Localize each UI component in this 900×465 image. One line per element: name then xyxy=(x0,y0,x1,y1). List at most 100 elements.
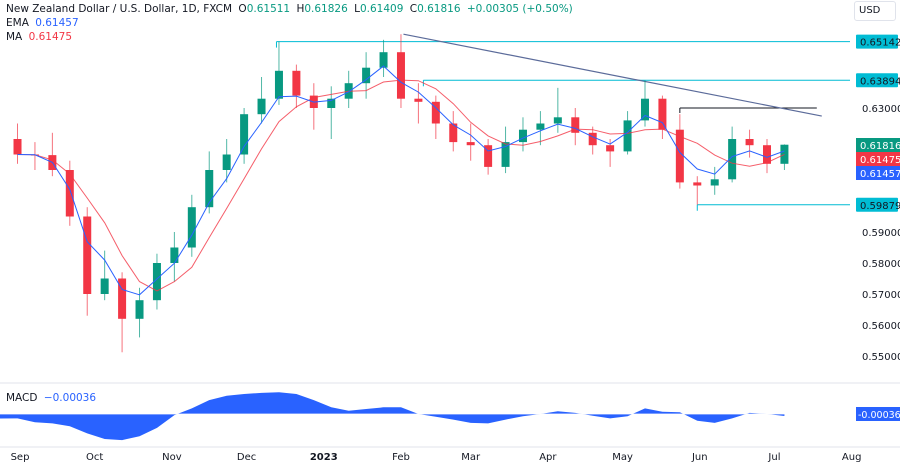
open-value: 0.61511 xyxy=(246,3,291,15)
candle xyxy=(118,272,127,353)
candle-body xyxy=(693,182,702,186)
candle-body xyxy=(414,98,423,102)
candle-body xyxy=(675,129,684,183)
symbol-legend: New Zealand Dollar / U.S. Dollar, 1D, FX… xyxy=(6,3,573,15)
candle-body xyxy=(100,278,109,294)
price-tick-label: 0.58000 xyxy=(862,259,900,270)
time-tick-label: Feb xyxy=(392,452,410,463)
candle-body xyxy=(327,98,336,108)
candle xyxy=(100,250,109,301)
candle-body xyxy=(240,114,249,155)
macd-value: −0.00036 xyxy=(43,392,97,404)
currency-selector[interactable]: USD xyxy=(854,1,896,21)
candle-body xyxy=(274,70,283,99)
candle-body xyxy=(362,67,371,84)
candle xyxy=(501,126,510,174)
level-price-tag xyxy=(856,197,898,212)
ema-line xyxy=(17,65,785,296)
candle xyxy=(693,176,702,205)
candle-body xyxy=(606,145,615,152)
candle xyxy=(362,52,371,99)
time-tick-label: Mar xyxy=(461,452,481,463)
candle-body xyxy=(466,142,475,146)
candle xyxy=(65,160,74,226)
level-price-tag xyxy=(856,34,898,49)
time-tick-label: Apr xyxy=(539,452,557,463)
current-price-label: 0.61816 xyxy=(860,141,900,152)
candle xyxy=(780,144,789,170)
time-tick-label: Nov xyxy=(162,452,182,463)
macd-area xyxy=(0,392,785,441)
candle xyxy=(222,139,231,183)
macd-tag-label: -0.00036 xyxy=(858,410,900,421)
candle xyxy=(135,287,144,338)
candle-body xyxy=(152,263,161,301)
candle xyxy=(152,253,161,310)
current-price-tag xyxy=(856,152,900,166)
time-tick-label: Jul xyxy=(767,452,780,463)
candle xyxy=(745,129,754,158)
candle xyxy=(379,39,388,77)
candle xyxy=(274,41,283,105)
current-price-tag xyxy=(856,166,900,180)
candle-body xyxy=(484,145,493,167)
candle-body xyxy=(536,123,545,130)
candle-body xyxy=(187,207,196,248)
candle-body xyxy=(658,98,667,130)
trendline xyxy=(403,33,822,117)
candle xyxy=(553,87,562,133)
candle-body xyxy=(623,120,632,152)
candle xyxy=(536,111,545,146)
price-tick-label: 0.59000 xyxy=(862,228,900,239)
price-tick-label: 0.56000 xyxy=(862,321,900,332)
candle xyxy=(728,126,737,183)
time-tick-label: Jun xyxy=(691,452,708,463)
candle xyxy=(205,151,214,214)
time-tick-label: 2023 xyxy=(310,452,338,463)
candle-body xyxy=(588,132,597,146)
candle xyxy=(484,139,493,175)
candle xyxy=(396,34,405,108)
ma-label: MA xyxy=(6,31,23,43)
candle-body xyxy=(13,139,22,155)
ema-label: EMA xyxy=(6,17,29,29)
ema-legend[interactable]: EMA 0.61457 xyxy=(6,17,82,29)
candle-body xyxy=(205,170,214,208)
macd-label: MACD xyxy=(6,392,38,404)
candle-body xyxy=(222,154,231,170)
candle-body xyxy=(170,247,179,263)
time-tick-label: Aug xyxy=(842,452,862,463)
candle xyxy=(710,166,719,195)
price-tick-label: 0.63000 xyxy=(862,104,900,115)
candle xyxy=(240,108,249,164)
candle-body xyxy=(83,216,92,294)
candle xyxy=(675,114,684,189)
candle xyxy=(571,108,580,146)
candle xyxy=(13,123,22,164)
candle-body xyxy=(396,52,405,99)
candle-body xyxy=(379,52,388,68)
close-value: 0.61816 xyxy=(417,3,461,15)
macd-legend[interactable]: MACD −0.00036 xyxy=(6,392,99,404)
candle-body xyxy=(745,139,754,146)
candle xyxy=(187,194,196,257)
ma-legend[interactable]: MA 0.61475 xyxy=(6,31,75,43)
level-price-label: 0.65142 xyxy=(860,38,900,49)
candle xyxy=(658,95,667,139)
level-price-label: 0.59879 xyxy=(860,201,900,212)
candle-body xyxy=(728,139,737,180)
candle-body xyxy=(431,101,440,124)
low-value: 0.61409 xyxy=(359,3,404,15)
candle xyxy=(327,86,336,139)
candle-body xyxy=(640,98,649,121)
ema-value: 0.61457 xyxy=(35,17,79,29)
candle-body xyxy=(257,98,266,115)
candle xyxy=(640,80,649,127)
level-price-tag xyxy=(856,73,898,88)
candle-body xyxy=(135,300,144,319)
candle xyxy=(257,77,266,124)
candle xyxy=(414,83,423,124)
candle-body xyxy=(571,117,580,133)
candle-body xyxy=(449,123,458,143)
